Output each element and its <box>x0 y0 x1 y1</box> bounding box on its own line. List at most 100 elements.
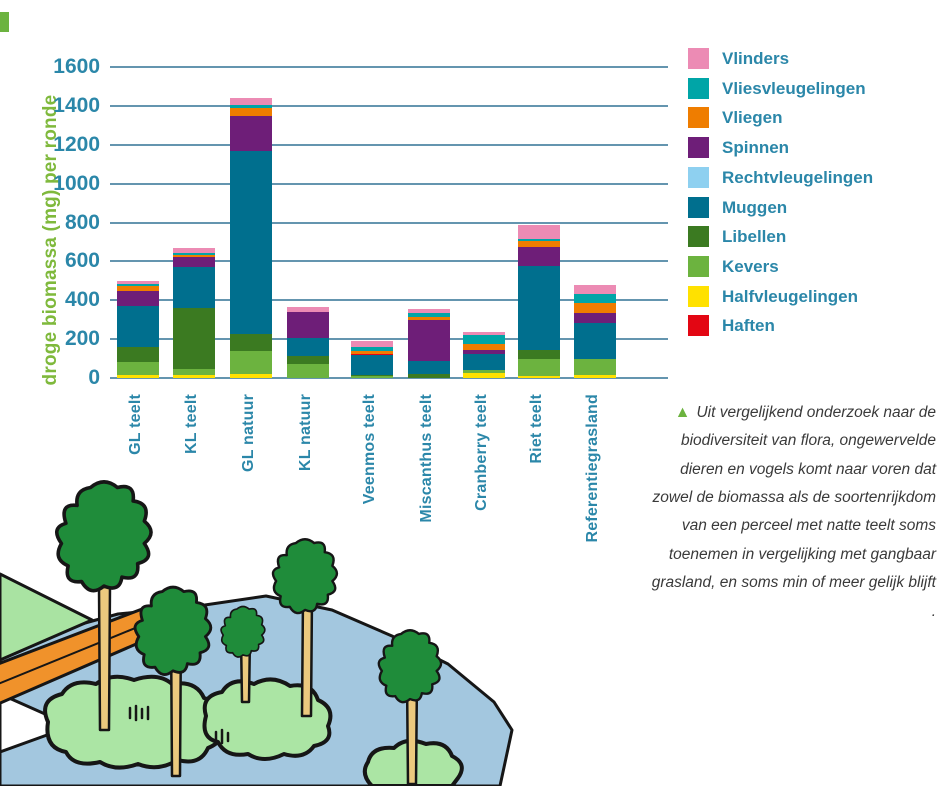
legend-swatch <box>688 48 709 69</box>
x-axis-label: GL teelt <box>127 394 144 455</box>
legend-swatch <box>688 107 709 129</box>
bar-segment <box>408 313 450 318</box>
bar-segment <box>351 374 393 377</box>
legend-label: Rechtvleugelingen <box>722 167 874 187</box>
legend-swatch <box>688 137 709 159</box>
wetland-illustration <box>0 480 514 786</box>
bar-segment <box>173 369 215 376</box>
gridline <box>110 104 668 107</box>
bar-segment <box>173 247 215 253</box>
bar-segment <box>463 349 505 354</box>
bar-segment <box>463 335 505 344</box>
bar-segment <box>117 362 159 376</box>
bar-segment <box>117 283 159 286</box>
bar-segment <box>173 267 215 309</box>
y-tick-label: 0 <box>88 366 100 389</box>
bar-segment <box>351 376 393 378</box>
y-tick-label: 200 <box>64 327 100 351</box>
gridline <box>110 66 668 68</box>
y-tick-label: 800 <box>64 210 100 234</box>
bar-segment <box>230 350 272 375</box>
legend-swatch <box>688 77 709 99</box>
caption-annotation: ▲ Uit vergelijkend onderzoek naar de biod… <box>646 398 936 626</box>
annotation-text: Uit vergelijkend onderzoek naar de biodi… <box>651 404 936 620</box>
legend-label: Halfvleugelingen <box>722 286 859 306</box>
bar-segment <box>518 225 560 239</box>
tree-trunk <box>97 584 112 732</box>
tree-canopy <box>133 585 213 676</box>
y-tick-label: 1600 <box>53 55 100 78</box>
bar-segment <box>351 341 393 347</box>
gridline <box>110 377 668 379</box>
bar-segment <box>574 294 616 304</box>
y-tick-label: 1400 <box>53 93 100 117</box>
gridline <box>110 143 668 146</box>
bar-segment <box>351 346 393 352</box>
bar-segment <box>518 240 560 247</box>
x-axis-label: KL natuur <box>297 394 314 472</box>
tree-canopy <box>220 605 266 658</box>
legend-swatch <box>688 255 709 277</box>
bar-segment <box>173 375 215 378</box>
bar-segment <box>230 334 272 351</box>
legend-swatch <box>688 196 709 218</box>
grass-marks <box>128 704 230 745</box>
legend-swatch <box>688 315 709 337</box>
tree-canopy <box>271 538 339 615</box>
bar-segment <box>173 308 215 370</box>
tree-canopies <box>55 480 443 704</box>
x-axis-label: GL natuur <box>240 394 257 472</box>
legend-swatch <box>688 285 709 307</box>
legend-label: Spinnen <box>722 138 790 158</box>
bar-segment <box>574 358 616 376</box>
bar-segment <box>574 375 616 378</box>
bar-segment <box>351 351 393 354</box>
shore-notch <box>0 692 74 754</box>
gridline <box>110 299 668 302</box>
legend-label: Haften <box>722 316 775 336</box>
y-tick-label: 600 <box>64 249 100 273</box>
bar-segment <box>463 353 505 371</box>
bar-segment <box>117 285 159 291</box>
bar-segment <box>408 360 450 375</box>
bar-segment <box>230 107 272 116</box>
island <box>43 674 224 770</box>
bar-segment <box>117 346 159 363</box>
gridline <box>110 338 668 341</box>
bar-segment <box>287 338 329 356</box>
bar-segment <box>518 376 560 378</box>
x-axis-label: KL teelt <box>183 394 200 454</box>
tree-trunk <box>300 594 314 718</box>
bar-segment <box>117 280 159 284</box>
tree-canopy <box>55 480 153 593</box>
tree-canopy <box>377 629 443 704</box>
bar-segment <box>287 311 329 339</box>
bar-segment <box>408 308 450 314</box>
y-tick-label: 1200 <box>53 132 100 156</box>
bar-segment <box>230 374 272 378</box>
bar-segment <box>287 364 329 378</box>
x-axis-label: Referentiegrasland <box>584 394 601 543</box>
bar-segment <box>230 105 272 108</box>
gridline <box>110 260 668 263</box>
legend-label: Libellen <box>722 227 787 247</box>
bar-segment <box>287 307 329 312</box>
bar-segment <box>518 349 560 359</box>
y-tick-label: 400 <box>64 288 100 312</box>
stacked-bar-chart: 0 200 400 600 800 1000 1200 1400 1600 GL teelt KL … <box>53 55 668 543</box>
bar-segment <box>173 252 215 255</box>
bar-segment <box>574 322 616 359</box>
bar-segment <box>173 254 215 257</box>
bar-segment <box>574 284 616 295</box>
page-corner-mark <box>0 12 9 32</box>
bar-segment <box>230 98 272 106</box>
gridline <box>110 182 668 185</box>
bar-segment <box>173 256 215 268</box>
bar-segment <box>230 115 272 151</box>
legend-label: Vliesvleugelingen <box>722 78 866 98</box>
legend-swatch <box>688 226 709 248</box>
legend-swatch <box>688 166 709 188</box>
legend-label: Vliegen <box>722 108 783 128</box>
bar-segment <box>117 375 159 378</box>
